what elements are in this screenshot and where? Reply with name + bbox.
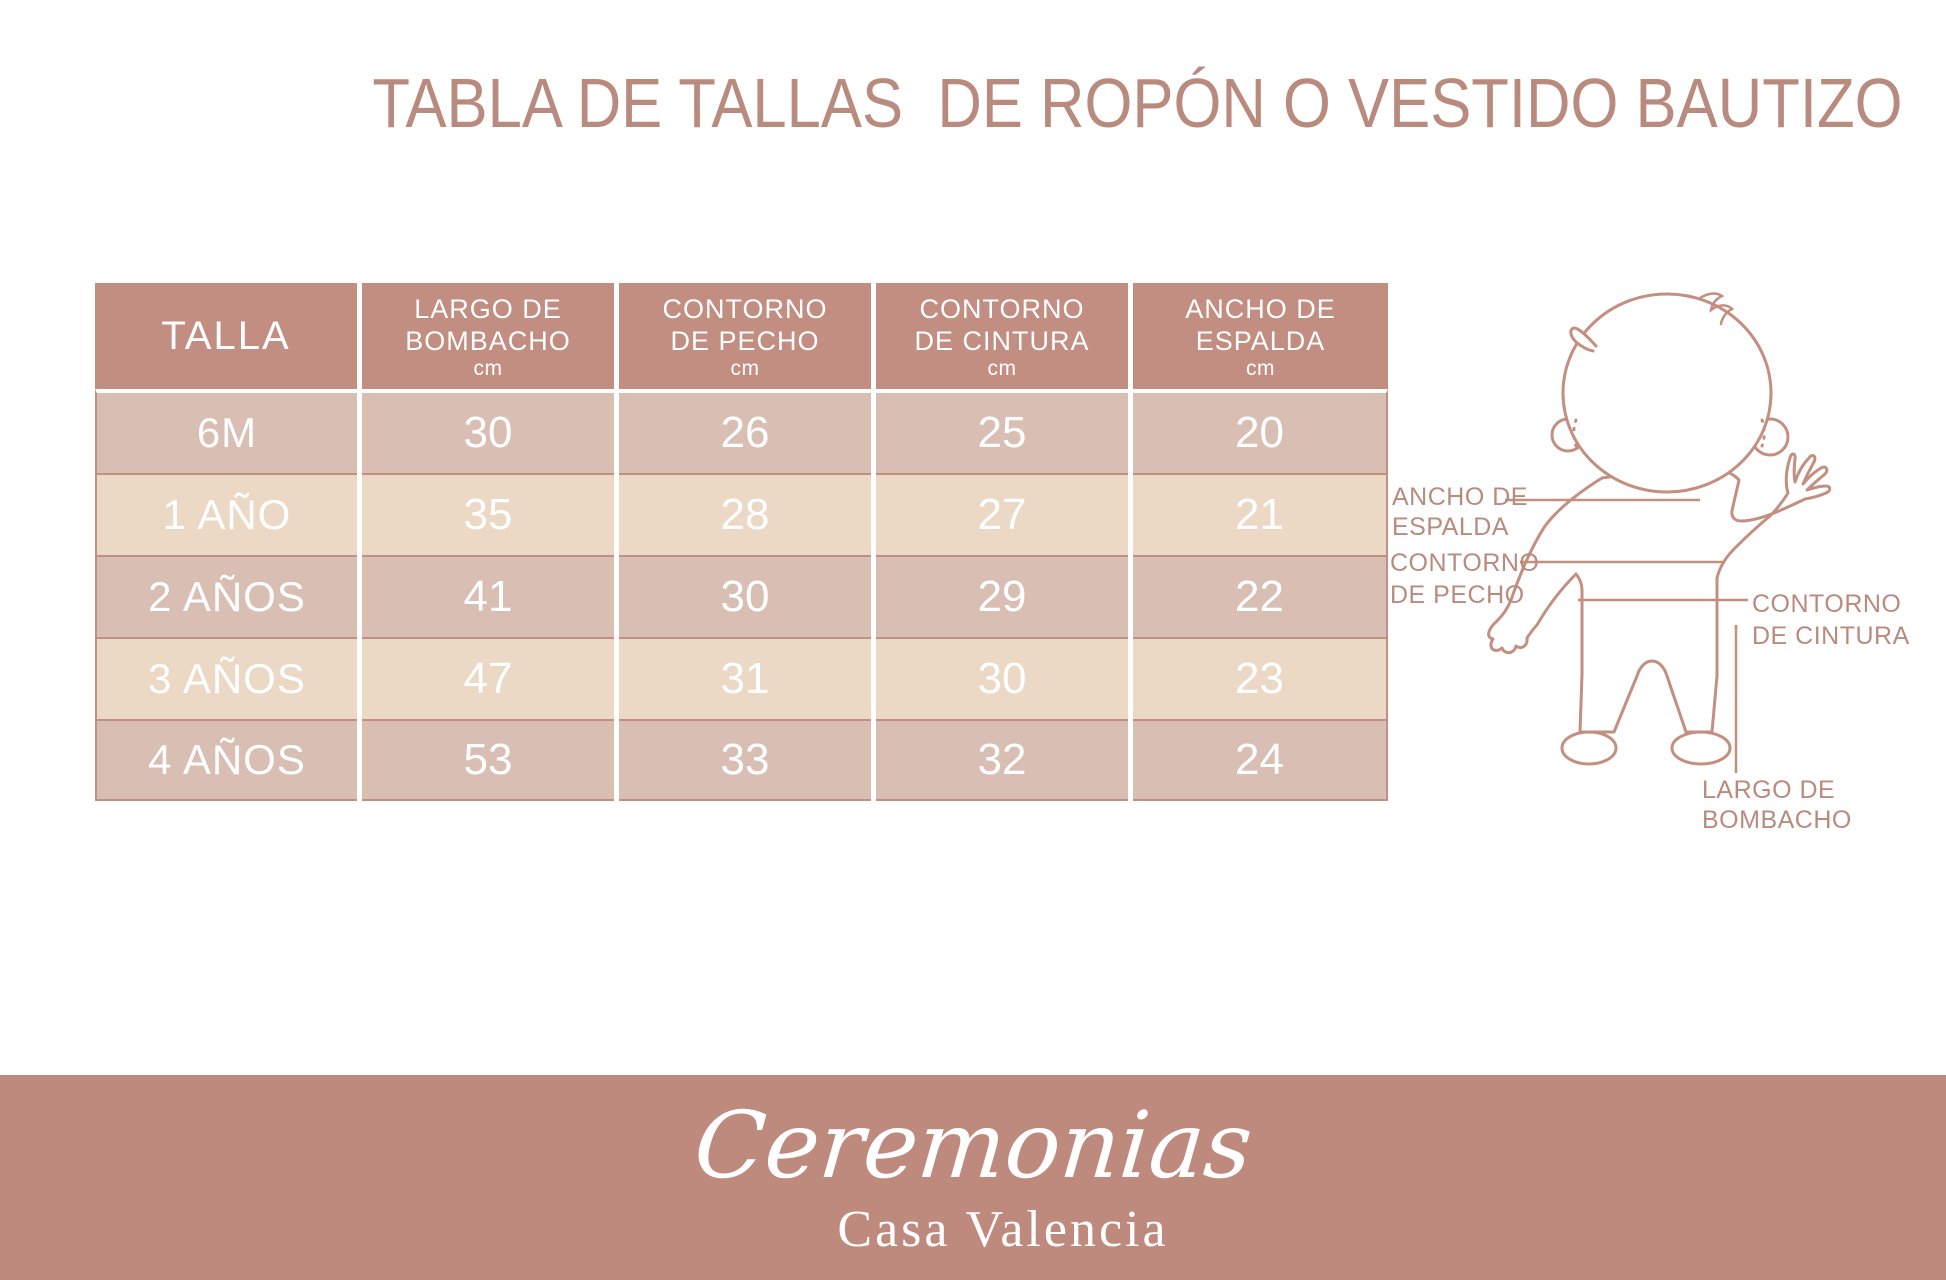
column-header-talla: TALLA [95,283,357,389]
size-value-cell: 20 [1133,389,1388,473]
column-header-label: TALLA [161,314,291,358]
size-value-cell: 30 [619,555,871,637]
label-ancho-espalda: ANCHO DE [1392,483,1528,511]
right-ear-seam [1760,418,1766,448]
left-ear-seam [1572,418,1578,448]
size-value-cell: 33 [619,719,871,801]
brand-sub-name: Casa Valencia [837,1200,1169,1258]
page-title: TABLA DE TALLAS DE ROPÓN O VESTIDO BAUTI… [372,64,1903,142]
size-value-cell: 26 [619,389,871,473]
column-header-largo-bombacho: LARGO DE BOMBACHO cm [362,283,614,389]
column-header-contorno-cintura: CONTORNO DE CINTURA cm [876,283,1128,389]
size-value-cell: 28 [619,473,871,555]
column-header-label: BOMBACHO [405,326,571,356]
label-contorno-cintura: CONTORNO [1752,590,1901,618]
column-header-label: CONTORNO [919,293,1085,324]
size-label-cell: 4 AÑOS [95,719,357,801]
size-value-cell: 47 [362,637,614,719]
size-value-cell: 27 [876,473,1128,555]
column-header-unit: cm [730,357,760,381]
size-value-cell: 30 [362,389,614,473]
size-value-cell: 30 [876,637,1128,719]
brand-logo-script: Ceremonias [690,1091,1257,1199]
label-contorno-cintura: DE CINTURA [1752,622,1910,650]
label-contorno-pecho: CONTORNO [1390,549,1539,577]
size-value-cell: 25 [876,389,1128,473]
size-value-cell: 31 [619,637,871,719]
size-value-cell: 29 [876,555,1128,637]
size-value-cell: 35 [362,473,614,555]
column-header-label: CONTORNO [662,293,828,324]
baby-hair-strands [1698,292,1735,326]
column-header-label: ANCHO DE [1185,293,1336,324]
size-value-cell: 23 [1133,637,1388,719]
column-header-unit: cm [473,357,503,381]
column-header-label: DE PECHO [670,326,820,356]
size-value-cell: 32 [876,719,1128,801]
size-label-cell: 2 AÑOS [95,555,357,637]
label-ancho-espalda: ESPALDA [1392,513,1509,541]
size-value-cell: 53 [362,719,614,801]
column-header-unit: cm [1246,357,1275,381]
baby-measurement-diagram: ANCHO DE ESPALDA CONTORNO DE PECHO CONTO… [1390,292,1910,834]
size-value-cell: 22 [1133,555,1388,637]
label-largo-bombacho: LARGO DE [1702,776,1835,804]
column-header-label: DE CINTURA [914,326,1090,356]
baby-head [1561,292,1773,494]
size-value-cell: 21 [1133,473,1388,555]
column-header-label: ESPALDA [1195,326,1326,356]
baby-left-foot [1560,730,1618,766]
column-header-label: LARGO DE [414,293,562,324]
footer-brand-band: Ceremonias Casa Valencia [0,1075,1946,1280]
baby-body [1487,452,1832,734]
size-table: TALLA LARGO DE BOMBACHO cm CONTORNO DE P… [95,283,1388,801]
label-largo-bombacho: BOMBACHO [1702,806,1852,834]
column-header-unit: cm [987,357,1017,381]
size-value-cell: 24 [1133,719,1388,801]
baby-cowlick [1569,326,1598,353]
size-value-cell: 41 [362,555,614,637]
size-label-cell: 6M [95,389,357,473]
column-header-contorno-pecho: CONTORNO DE PECHO cm [619,283,871,389]
size-label-cell: 1 AÑO [95,473,357,555]
baby-right-foot [1670,730,1732,766]
label-contorno-pecho: DE PECHO [1390,581,1525,609]
column-header-ancho-espalda: ANCHO DE ESPALDA cm [1133,283,1388,389]
size-label-cell: 3 AÑOS [95,637,357,719]
